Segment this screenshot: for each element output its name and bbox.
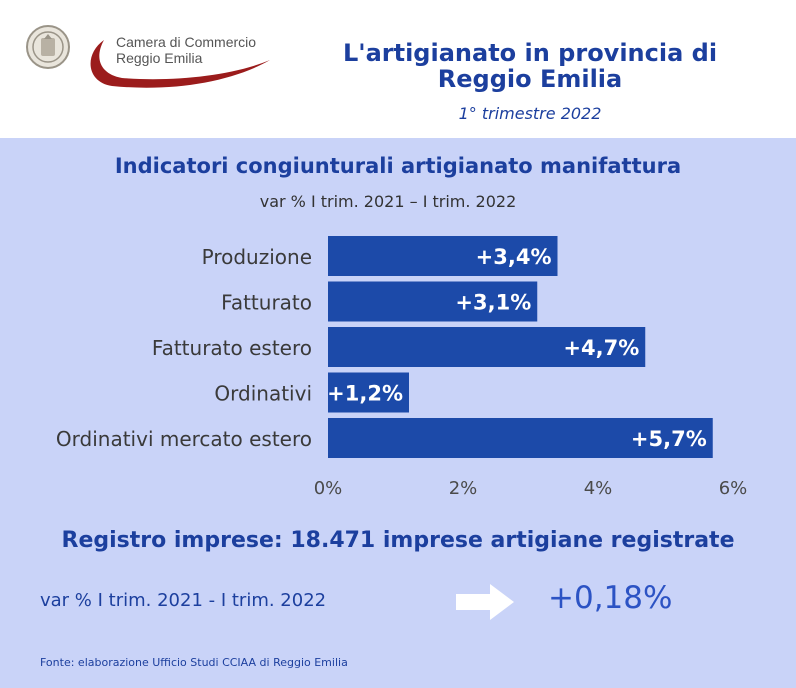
period-label: 1° trimestre 2022 xyxy=(458,104,602,123)
bar-2 xyxy=(328,327,646,367)
bar-chart: Produzione +3,4% Fatturato +3,1% Fatturato e… xyxy=(56,236,748,499)
category-label-0: Produzione xyxy=(202,245,312,269)
category-label-1: Fatturato xyxy=(221,291,312,315)
bar-3 xyxy=(328,372,409,413)
chart-title: Indicatori congiunturali artigianato man… xyxy=(114,154,682,178)
page-title-line1: L'artigianato in provincia di xyxy=(342,39,718,67)
registro-title: Registro imprese: 18.471 imprese artigia… xyxy=(61,528,735,553)
seal-icon xyxy=(26,25,70,69)
swoosh-logo-icon xyxy=(90,40,271,88)
arrow-right-icon xyxy=(456,584,514,620)
header: Camera di Commercio Reggio Emilia L'arti… xyxy=(0,0,796,138)
value-label-4: +5,7% xyxy=(631,427,707,451)
x-tick-label-1: 2% xyxy=(449,478,478,499)
logo-text-line2: Reggio Emilia xyxy=(116,50,203,66)
bar-0 xyxy=(328,236,558,276)
chart-subtitle: var % I trim. 2021 – I trim. 2022 xyxy=(259,192,517,211)
value-label-1: +3,1% xyxy=(455,291,531,315)
bar-1 xyxy=(328,281,538,322)
source-note: Fonte: elaborazione Ufficio Studi CCIAA … xyxy=(40,656,348,669)
bar-4 xyxy=(328,418,713,458)
page-title: L'artigianato in provincia di Reggio Emi… xyxy=(300,40,760,92)
registro-subtitle: var % I trim. 2021 - I trim. 2022 xyxy=(40,590,327,611)
category-label-3: Ordinativi xyxy=(214,382,312,406)
value-label-2: +4,7% xyxy=(563,336,639,360)
x-tick-label-0: 0% xyxy=(314,478,343,499)
x-tick-label-2: 4% xyxy=(584,478,613,499)
page-title-line2: Reggio Emilia xyxy=(437,65,623,93)
value-label-3: +1,2% xyxy=(327,382,403,406)
logo-text-line1: Camera di Commercio xyxy=(116,34,257,50)
chamber-logo: Camera di Commercio Reggio Emilia xyxy=(82,28,274,98)
category-label-4: Ordinativi mercato estero xyxy=(56,427,312,451)
registro-value: +0,18% xyxy=(548,580,673,616)
value-label-0: +3,4% xyxy=(476,245,552,269)
x-tick-label-3: 6% xyxy=(719,478,748,499)
category-label-2: Fatturato estero xyxy=(152,336,312,360)
